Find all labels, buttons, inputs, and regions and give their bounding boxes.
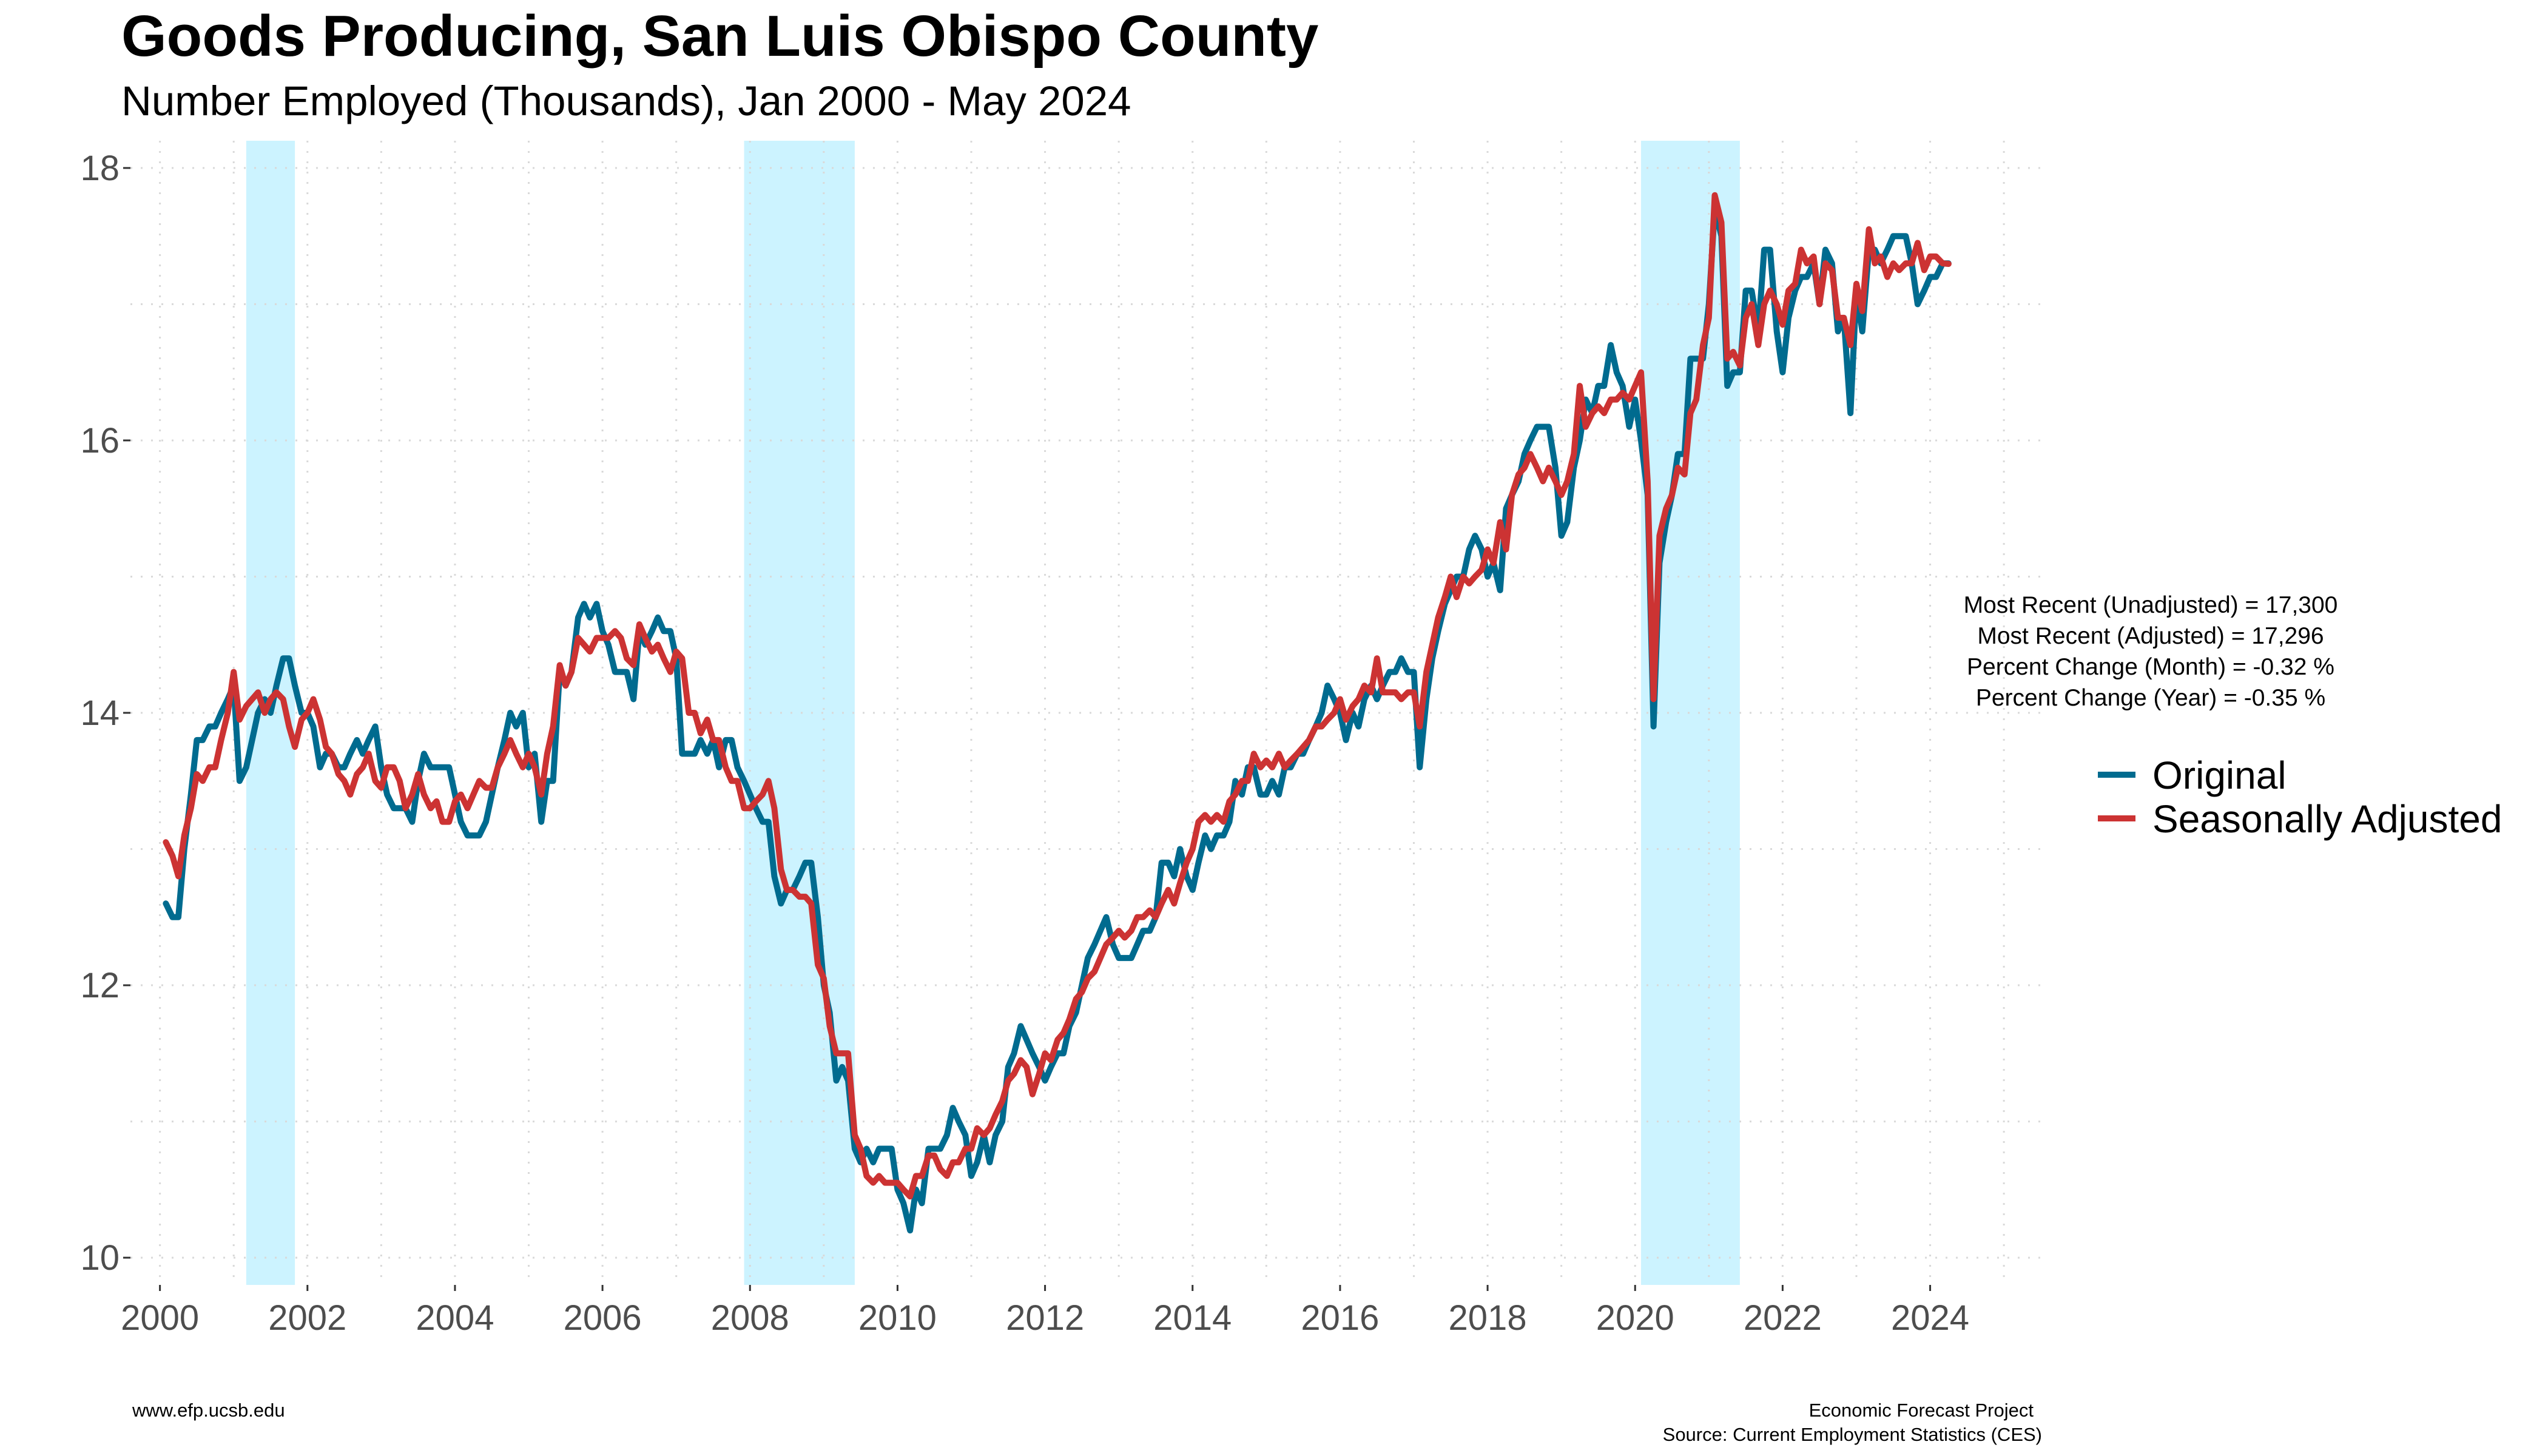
footer-source: Source: Current Employment Statistics (C… [1663,1424,2042,1445]
x-tick-label-2024: 2024 [1891,1298,1969,1338]
stats-annotations: Most Recent (Unadjusted) = 17,300 Most R… [1964,592,2338,711]
x-tick-label-2010: 2010 [858,1298,937,1338]
x-tick-label-2014: 2014 [1153,1298,1232,1338]
footer-website: www.efp.ucsb.edu [132,1400,285,1421]
axes: 2000 2002 2004 2006 2008 2010 2012 2014 2016 2018… [80,149,1969,1338]
series-line-seasonally-adjusted [163,192,1952,1200]
x-tick-label-2012: 2012 [1006,1298,1084,1338]
annotation-recent-adjusted: Most Recent (Adjusted) = 17,296 [1977,623,2324,649]
recession-bands [246,141,1740,1285]
y-tick-label-18: 18 [80,149,120,188]
x-tick-label-2016: 2016 [1301,1298,1379,1338]
x-tick-label-2020: 2020 [1596,1298,1674,1338]
footer: www.efp.ucsb.edu Economic Forecast Proje… [132,1400,2042,1445]
x-tick-label-2004: 2004 [416,1298,494,1338]
legend-label-original: Original [2152,753,2287,797]
legend-label-seasonally-adjusted: Seasonally Adjusted [2152,797,2502,841]
x-tick-label-2002: 2002 [268,1298,346,1338]
x-tick-label-2022: 2022 [1744,1298,1822,1338]
x-tick-label-2018: 2018 [1449,1298,1527,1338]
y-tick-label-10: 10 [80,1238,120,1278]
y-tick-label-12: 12 [80,966,120,1005]
x-tick-label-2000: 2000 [121,1298,199,1338]
footer-publisher: Economic Forecast Project [1809,1400,2034,1421]
annotation-percent-change-year: Percent Change (Year) = -0.35 % [1976,685,2325,711]
legend: Original Seasonally Adjusted [2098,753,2502,841]
chart-subtitle: Number Employed (Thousands), Jan 2000 - … [121,78,1131,124]
x-tick-label-2006: 2006 [564,1298,642,1338]
y-tick-label-14: 14 [80,693,120,733]
plot-series [163,192,1952,1234]
annotation-percent-change-month: Percent Change (Month) = -0.32 % [1967,654,2334,680]
recession-band-1 [744,141,855,1285]
annotation-recent-unadjusted: Most Recent (Unadjusted) = 17,300 [1964,592,2338,618]
chart-title: Goods Producing, San Luis Obispo County [121,4,1318,69]
y-tick-label-16: 16 [80,421,120,460]
x-tick-label-2008: 2008 [711,1298,789,1338]
